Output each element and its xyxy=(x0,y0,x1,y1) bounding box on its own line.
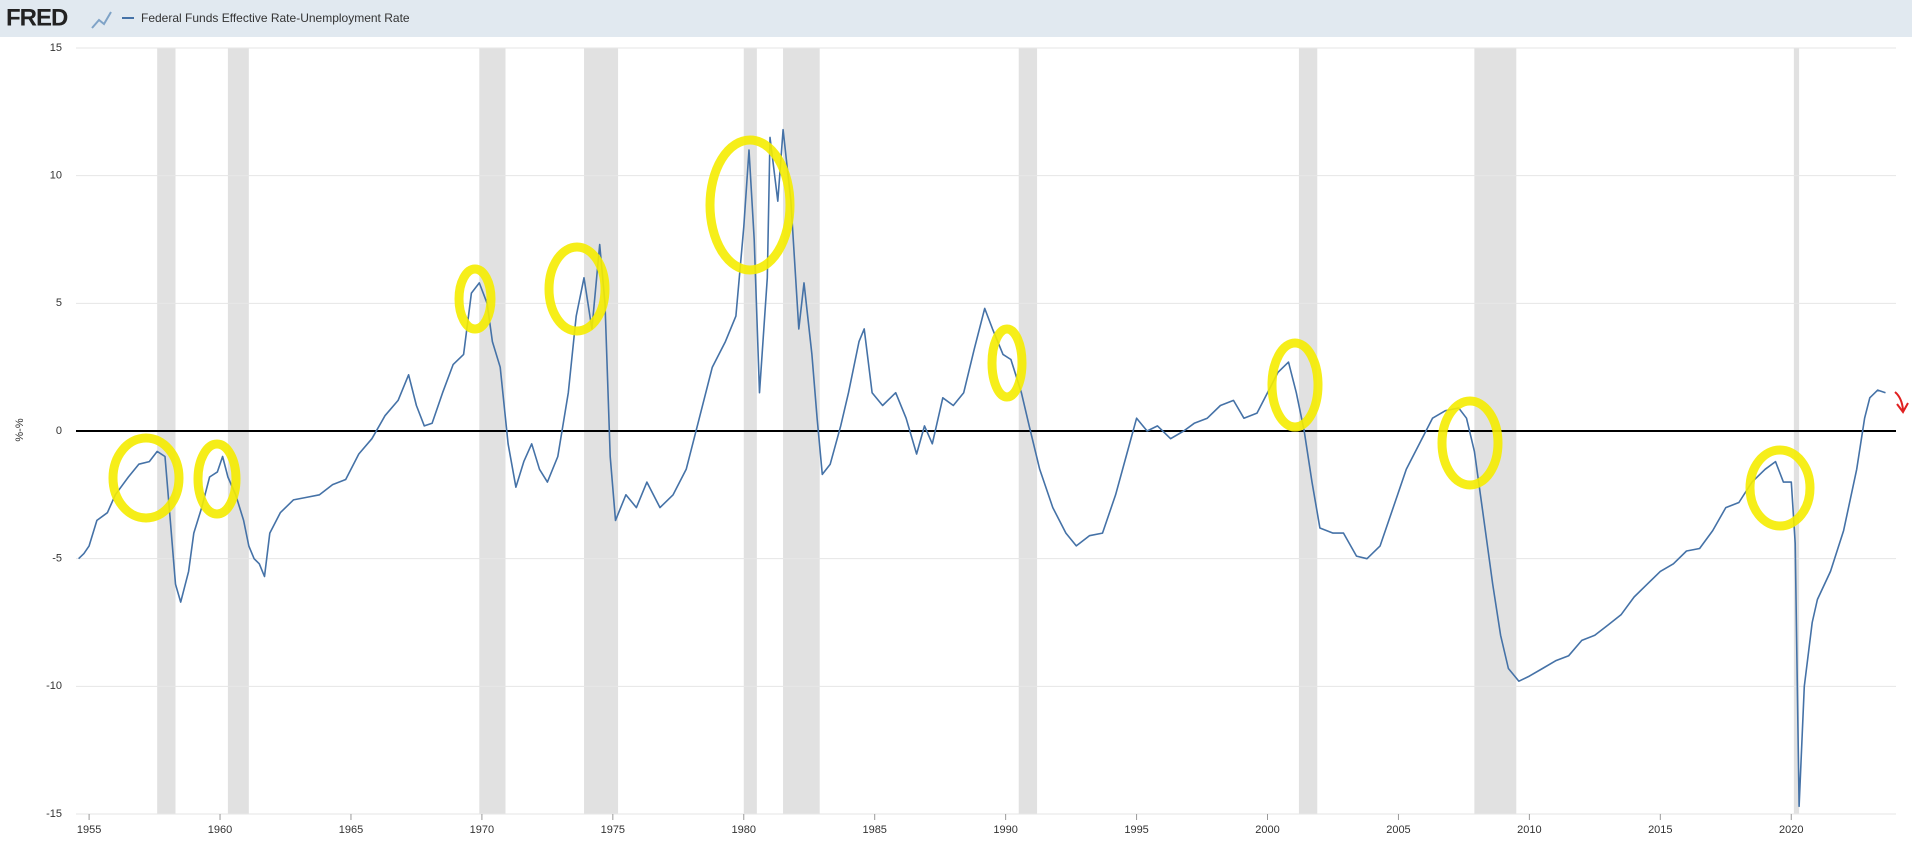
x-tick-label: 1985 xyxy=(862,824,886,836)
legend-label: Federal Funds Effective Rate-Unemploymen… xyxy=(141,11,410,25)
y-tick-label: -10 xyxy=(46,680,62,692)
logo: FRED xyxy=(6,4,68,31)
x-tick-label: 1955 xyxy=(77,824,101,836)
y-axis-label: %-% xyxy=(14,418,26,441)
y-tick-label: 10 xyxy=(50,170,62,182)
header-bar xyxy=(0,0,1912,37)
x-tick-label: 2010 xyxy=(1517,824,1541,836)
series-line xyxy=(78,128,1886,808)
highlight-circle xyxy=(193,439,241,519)
x-tick-label: 2005 xyxy=(1386,824,1410,836)
highlight-circle xyxy=(1745,445,1815,531)
x-tick-label: 2020 xyxy=(1779,824,1803,836)
x-tick-label: 2015 xyxy=(1648,824,1672,836)
x-tick-label: 2000 xyxy=(1255,824,1279,836)
x-tick-label: 1990 xyxy=(993,824,1017,836)
y-tick-label: -15 xyxy=(46,808,62,820)
red-arrow xyxy=(1894,391,1909,414)
x-tick-label: 1970 xyxy=(470,824,494,836)
y-tick-label: 0 xyxy=(56,425,62,437)
x-tick-label: 1965 xyxy=(339,824,363,836)
grid-layer: -15 -10 -5 0 5 10 15 1955 1960 1965 1970 1975 1980 19… xyxy=(46,42,1896,836)
highlight-circle xyxy=(705,135,795,275)
highlight-circle xyxy=(1437,396,1503,490)
highlight-circle xyxy=(544,242,610,336)
x-tick-label: 1960 xyxy=(208,824,232,836)
y-tick-label: 5 xyxy=(56,297,62,309)
annotations xyxy=(108,135,1815,531)
highlight-circle xyxy=(108,433,184,523)
highlight-circle xyxy=(454,264,496,334)
y-tick-label: 15 xyxy=(50,42,62,54)
logo-icon xyxy=(91,11,112,29)
x-tick-label: 1975 xyxy=(601,824,625,836)
data-layer xyxy=(78,128,1886,808)
x-tick-label: 1995 xyxy=(1124,824,1148,836)
y-tick-label: -5 xyxy=(52,553,62,565)
highlight-circle xyxy=(1267,338,1323,432)
highlight-circle xyxy=(987,324,1027,402)
x-tick-label: 1980 xyxy=(732,824,756,836)
